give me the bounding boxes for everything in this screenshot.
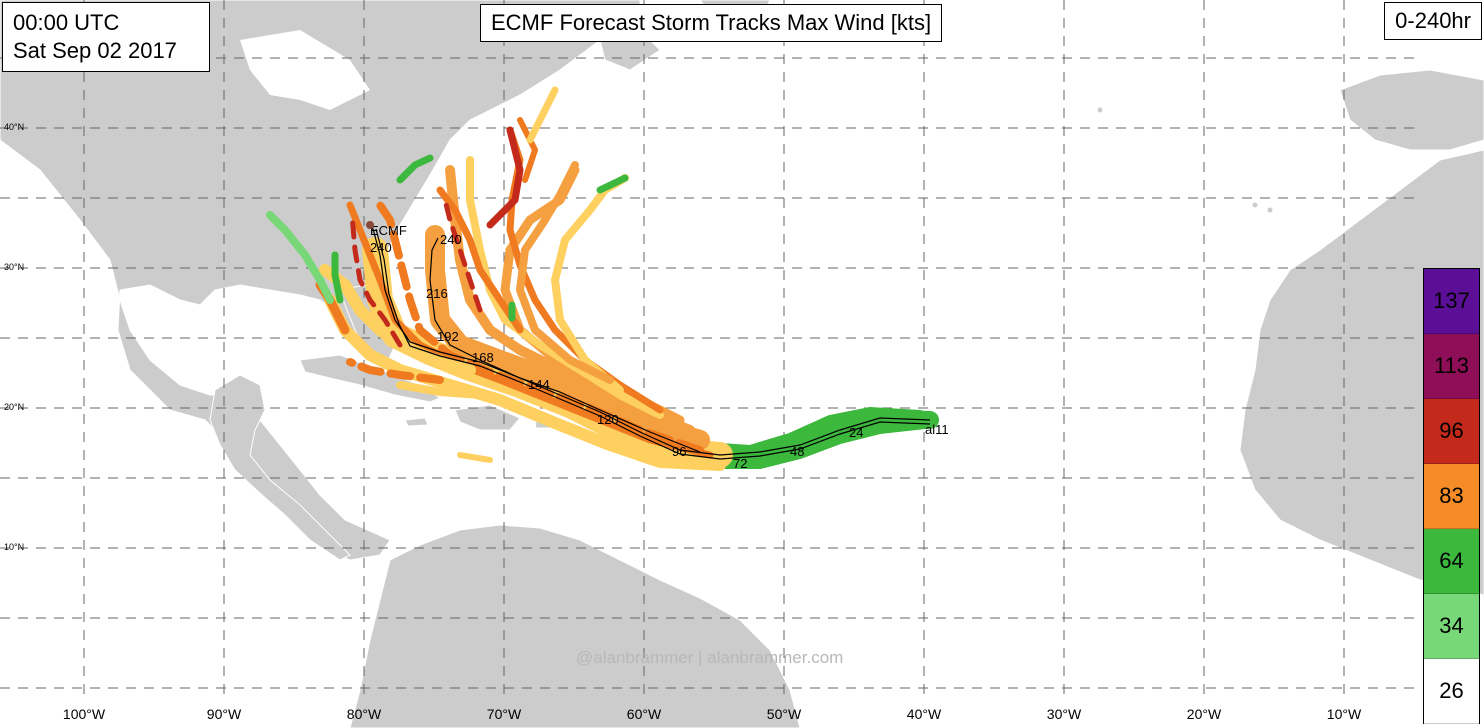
lat-label-20n: 20°N	[4, 402, 25, 412]
lat-lon-grid	[0, 0, 1420, 700]
lat-label-10n: 10°N	[4, 542, 25, 552]
scale-label: 26	[1439, 678, 1464, 703]
hour-label-24: 24	[849, 425, 863, 440]
scale-label: 64	[1439, 548, 1464, 573]
hour-label-48: 48	[790, 444, 804, 459]
hour-label-144: 144	[528, 377, 550, 392]
scale-label: 137	[1433, 288, 1470, 313]
time-utc: 00:00 UTC	[13, 10, 120, 35]
scale-label: 113	[1433, 353, 1470, 378]
hour-label-120: 120	[597, 412, 619, 427]
central-america	[209, 374, 351, 561]
scale-cell-26: 26	[1424, 659, 1479, 724]
ensemble-tracks	[266, 86, 939, 471]
lon-label-30w: 30°W	[1046, 706, 1082, 722]
lon-label-50w: 50°W	[766, 706, 802, 722]
scale-cell-64: 64	[1424, 529, 1479, 594]
track-end-marker	[366, 221, 374, 229]
hour-label-240-alt: 240	[440, 232, 462, 247]
valid-time-box: 00:00 UTC Sat Sep 02 2017	[2, 2, 210, 72]
scale-cell-113: 113	[1424, 334, 1479, 399]
scale-label: 34	[1439, 613, 1464, 638]
scale-cell-83: 83	[1424, 464, 1479, 529]
lon-label-80w: 80°W	[346, 706, 382, 722]
lon-label-100w: 100°W	[62, 706, 106, 722]
hour-label-192: 192	[437, 329, 459, 344]
scale-cell-137: 137	[1424, 269, 1479, 334]
scale-cell-34: 34	[1424, 594, 1479, 659]
hour-label-240: 240	[370, 240, 392, 255]
south-america	[349, 524, 801, 728]
lon-label-90w: 90°W	[206, 706, 242, 722]
forecast-range: 0-240hr	[1384, 2, 1482, 40]
lon-label-40w: 40°W	[906, 706, 942, 722]
map-title: ECMF Forecast Storm Tracks Max Wind [kts…	[480, 4, 943, 42]
scale-label: 96	[1439, 418, 1464, 443]
lon-label-70w: 70°W	[486, 706, 522, 722]
lat-label-30n: 30°N	[4, 262, 25, 272]
deterministic-tracks	[371, 224, 931, 460]
model-label: ECMF	[370, 223, 407, 238]
iberia	[1339, 69, 1484, 151]
wind-color-scale: 137 113 96 83 64 34 26	[1423, 268, 1480, 724]
hour-label-216: 216	[426, 286, 448, 301]
scale-label: 83	[1439, 483, 1464, 508]
storm-id-label: al11	[925, 422, 949, 437]
lat-label-40n: 40°N	[4, 122, 25, 132]
track-hour-labels: al11 24 48 72 96 120 144 168 192 216 240…	[366, 221, 949, 471]
hour-label-96: 96	[672, 444, 686, 459]
hour-label-168: 168	[472, 350, 494, 365]
lon-label-10w: 10°W	[1326, 706, 1362, 722]
scale-cell-96: 96	[1424, 399, 1479, 464]
hour-label-72: 72	[733, 456, 747, 471]
date: Sat Sep 02 2017	[13, 38, 177, 63]
lon-label-20w: 20°W	[1186, 706, 1222, 722]
lon-label-60w: 60°W	[626, 706, 662, 722]
credit-watermark: @alanbrammer | alanbrammer.com	[576, 648, 844, 667]
